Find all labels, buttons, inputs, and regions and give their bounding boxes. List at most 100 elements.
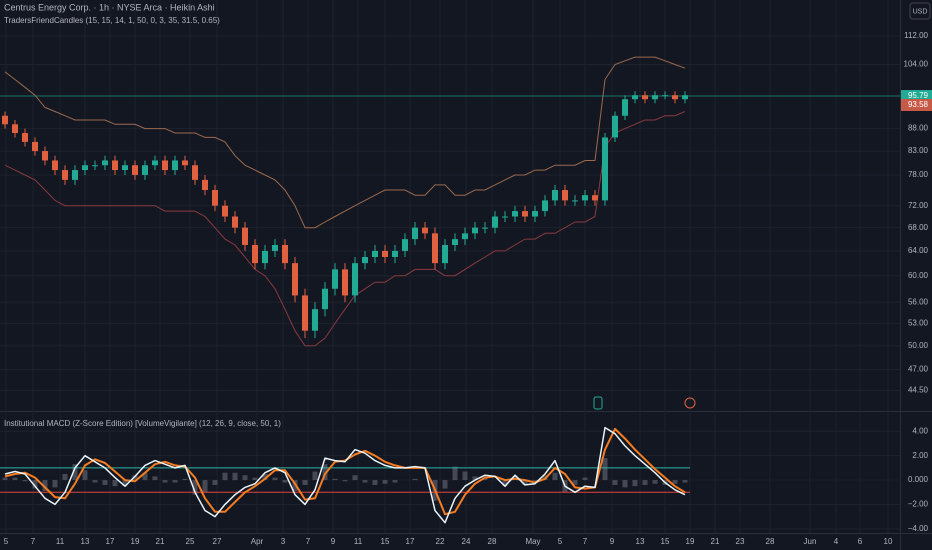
histogram-bar xyxy=(232,472,238,481)
candle-body xyxy=(382,250,388,257)
x-tick-label: 28 xyxy=(488,537,497,546)
histogram-bar xyxy=(142,472,148,481)
histogram-bar xyxy=(172,480,178,483)
histogram-bar xyxy=(392,480,398,483)
candle-body xyxy=(442,244,448,264)
histogram-bar xyxy=(372,480,378,485)
histogram-bar xyxy=(572,480,578,485)
x-tick-label: 28 xyxy=(766,537,775,546)
candle-body xyxy=(572,200,578,202)
y-tick-label: 112.00 xyxy=(904,31,928,40)
y-tick-label: 53.00 xyxy=(908,318,929,327)
candle-body xyxy=(182,160,188,166)
x-tick-label: 15 xyxy=(381,537,390,546)
x-tick-label: 24 xyxy=(462,537,471,546)
histogram-bar xyxy=(482,477,488,481)
band-line xyxy=(4,111,686,347)
histogram-bar xyxy=(352,475,358,481)
histogram-bar xyxy=(342,480,348,482)
x-tick-label: 4 xyxy=(834,537,839,546)
histogram-bar xyxy=(202,480,208,493)
histogram-bar xyxy=(332,478,338,481)
y-tick-label: 68.00 xyxy=(908,223,929,232)
histogram-bar xyxy=(622,480,628,488)
candle-body xyxy=(402,239,408,251)
histogram-bar xyxy=(122,480,128,487)
histogram-bar xyxy=(272,477,278,481)
histogram-bar xyxy=(32,480,38,489)
histogram-bar xyxy=(282,480,288,483)
histogram-bar xyxy=(612,480,618,485)
y-tick-label: 47.00 xyxy=(908,365,929,374)
x-tick-label: 25 xyxy=(186,537,195,546)
candle-body xyxy=(142,165,148,175)
candle-body xyxy=(252,244,258,264)
x-tick-label: 22 xyxy=(436,537,445,546)
histogram-bar xyxy=(162,480,168,483)
candle-body xyxy=(492,216,498,228)
histogram-bar xyxy=(132,475,138,481)
x-tick-label: 27 xyxy=(213,537,222,546)
candle-body xyxy=(92,165,98,167)
last-price-label: 95.79 xyxy=(908,91,929,100)
candle-body xyxy=(632,95,638,100)
candle-body xyxy=(62,170,68,180)
x-tick-label: May xyxy=(525,537,540,546)
x-tick-label: 3 xyxy=(281,537,286,546)
macd-line xyxy=(4,427,686,516)
candle-body xyxy=(82,165,88,171)
x-tick-label: 7 xyxy=(31,537,36,546)
x-tick-label: 21 xyxy=(711,537,720,546)
candle-body xyxy=(42,151,48,161)
y-tick-label: 64.00 xyxy=(908,246,929,255)
histogram-bar xyxy=(92,480,98,483)
histogram-bar xyxy=(182,478,188,481)
candle-body xyxy=(462,233,468,240)
candle-body xyxy=(312,309,318,331)
currency-box[interactable] xyxy=(909,2,931,20)
band-price-label: 93.58 xyxy=(908,100,929,109)
histogram-bar xyxy=(152,476,158,481)
x-tick-label: 6 xyxy=(858,537,863,546)
event-icon[interactable] xyxy=(593,396,603,410)
histogram-bar xyxy=(322,464,328,481)
x-tick-label: 9 xyxy=(610,537,615,546)
histogram-bar xyxy=(42,480,48,492)
candle-body xyxy=(432,233,438,264)
histogram-bar xyxy=(102,480,108,485)
candle-body xyxy=(342,269,348,296)
candle-body xyxy=(542,200,548,212)
y-tick-label: 56.00 xyxy=(908,297,929,306)
candle-body xyxy=(592,195,598,201)
x-tick-label: 9 xyxy=(331,537,336,546)
candle-body xyxy=(422,227,428,234)
candle-body xyxy=(232,216,238,228)
candle-body xyxy=(662,95,668,97)
histogram-bar xyxy=(312,471,318,481)
currency[interactable]: USD xyxy=(913,8,928,15)
candle-body xyxy=(2,115,8,125)
band-line xyxy=(4,56,686,229)
candle-body xyxy=(22,133,28,142)
macd-line xyxy=(4,426,686,524)
histogram-bar xyxy=(22,480,28,482)
histogram-bar xyxy=(462,471,468,481)
histogram-bar xyxy=(192,480,198,495)
candle-body xyxy=(302,295,308,331)
histogram-bar xyxy=(532,480,538,482)
histogram-bar xyxy=(362,480,368,483)
candle-body xyxy=(412,227,418,240)
candle-body xyxy=(372,250,378,257)
histogram-bar xyxy=(602,458,608,481)
candle-body xyxy=(262,250,268,264)
x-tick-label: 7 xyxy=(583,537,588,546)
histogram-bar xyxy=(2,477,8,481)
histogram-bar xyxy=(12,477,18,481)
event-icon[interactable] xyxy=(684,397,696,409)
x-tick-label: Apr xyxy=(251,537,264,546)
candle-body xyxy=(52,160,58,171)
candle-body xyxy=(392,250,398,257)
y-tick-label: 78.00 xyxy=(908,170,929,179)
x-tick-label: 17 xyxy=(106,537,115,546)
